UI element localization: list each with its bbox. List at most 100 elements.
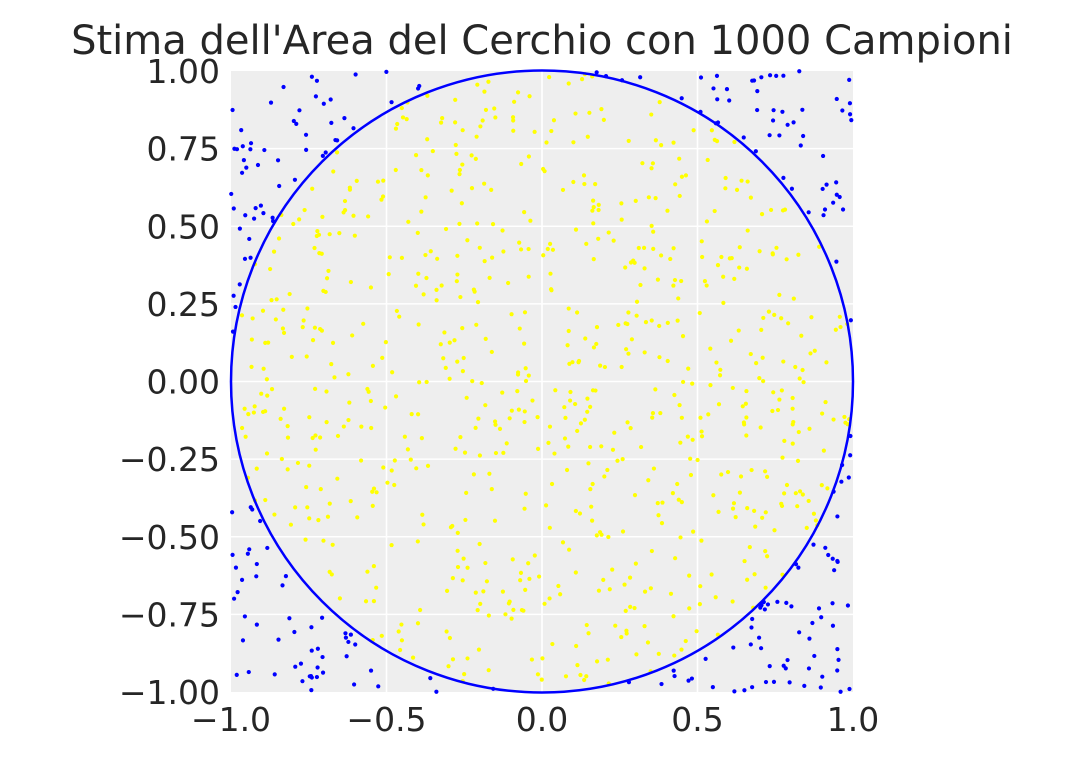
inside-sample-point (453, 97, 458, 102)
outside-sample-point (258, 518, 263, 524)
inside-sample-point (599, 107, 604, 112)
outside-sample-point (320, 153, 325, 158)
inside-sample-point (691, 128, 696, 133)
inside-sample-point (348, 279, 354, 285)
outside-sample-point (303, 132, 309, 137)
outside-sample-point (237, 282, 242, 287)
inside-sample-point (511, 607, 516, 612)
outside-sample-point (798, 143, 803, 148)
inside-sample-point (307, 516, 312, 521)
outside-sample-point (314, 674, 320, 680)
outside-sample-point (824, 182, 829, 187)
inside-sample-point (680, 334, 686, 339)
outside-sample-point (309, 675, 314, 680)
y-tick-label-2: 0.50 (147, 207, 220, 246)
inside-sample-point (650, 161, 656, 166)
outside-sample-point (234, 672, 239, 677)
inside-sample-point (645, 640, 651, 645)
inside-sample-point (523, 491, 528, 496)
inside-sample-point (316, 518, 321, 523)
inside-sample-point (259, 391, 264, 396)
inside-sample-point (694, 629, 699, 634)
inside-sample-point (650, 411, 656, 416)
inside-sample-point (434, 298, 439, 303)
inside-sample-point (797, 376, 802, 381)
inside-sample-point (679, 415, 684, 420)
outside-sample-point (767, 73, 773, 78)
outside-sample-point (242, 614, 247, 619)
outside-sample-point (297, 108, 302, 113)
inside-sample-point (455, 564, 461, 570)
inside-sample-point (246, 412, 251, 417)
inside-sample-point (737, 245, 742, 250)
inside-sample-point (698, 584, 703, 589)
inside-sample-point (399, 638, 405, 643)
inside-sample-point (745, 577, 750, 582)
inside-sample-point (782, 438, 787, 443)
x-tick-label-2: 0.0 (516, 700, 568, 739)
outside-sample-point (342, 116, 347, 121)
inside-sample-point (350, 333, 355, 338)
inside-sample-point (752, 572, 757, 577)
inside-sample-point (717, 373, 723, 378)
inside-sample-point (632, 493, 638, 498)
inside-sample-point (757, 249, 762, 254)
inside-sample-point (753, 524, 758, 529)
inside-sample-point (831, 417, 836, 422)
inside-sample-point (781, 359, 786, 364)
inside-sample-point (548, 271, 553, 276)
inside-sample-point (571, 179, 576, 185)
outside-sample-point (820, 674, 825, 679)
outside-sample-point (275, 158, 281, 163)
outside-sample-point (749, 625, 754, 630)
inside-sample-point (371, 599, 377, 604)
inside-sample-point (251, 410, 256, 415)
inside-sample-point (719, 472, 724, 477)
y-tick-label-1: 0.75 (147, 130, 220, 169)
inside-sample-point (347, 400, 352, 405)
inside-sample-point (239, 313, 245, 318)
outside-sample-point (298, 661, 304, 666)
outside-sample-point (384, 69, 389, 74)
inside-sample-point (518, 570, 524, 576)
inside-sample-point (646, 195, 651, 200)
outside-sample-point (835, 668, 840, 673)
inside-sample-point (633, 561, 638, 566)
inside-sample-point (287, 291, 292, 297)
inside-sample-point (761, 379, 766, 384)
inside-sample-point (487, 275, 492, 280)
inside-sample-point (415, 230, 420, 235)
outside-sample-point (759, 646, 764, 651)
inside-sample-point (566, 306, 571, 311)
inside-sample-point (709, 128, 714, 133)
inside-sample-point (540, 656, 545, 661)
unit-circle (229, 69, 855, 694)
inside-sample-point (547, 424, 553, 429)
outside-sample-point (304, 147, 309, 152)
inside-sample-point (582, 181, 587, 187)
outside-sample-point (783, 666, 788, 671)
outside-sample-point (789, 604, 794, 609)
inside-sample-point (567, 398, 573, 403)
inside-sample-point (374, 585, 379, 590)
inside-sample-point (562, 405, 567, 410)
inside-sample-point (269, 387, 275, 392)
inside-sample-point (396, 629, 401, 634)
inside-sample-point (758, 425, 763, 430)
outside-sample-point (791, 120, 796, 125)
inside-sample-point (631, 258, 636, 263)
inside-sample-point (658, 410, 663, 416)
inside-sample-point (425, 93, 430, 98)
inside-sample-point (490, 255, 495, 260)
outside-sample-point (753, 149, 758, 154)
outside-sample-point (351, 126, 356, 131)
outside-sample-point (254, 574, 259, 579)
inside-sample-point (626, 351, 631, 356)
inside-sample-point (594, 341, 599, 347)
outside-sample-point (276, 637, 281, 642)
inside-sample-point (347, 187, 353, 192)
inside-sample-point (522, 506, 527, 511)
inside-sample-point (791, 296, 796, 301)
outside-sample-point (309, 74, 314, 79)
inside-sample-point (598, 363, 603, 368)
